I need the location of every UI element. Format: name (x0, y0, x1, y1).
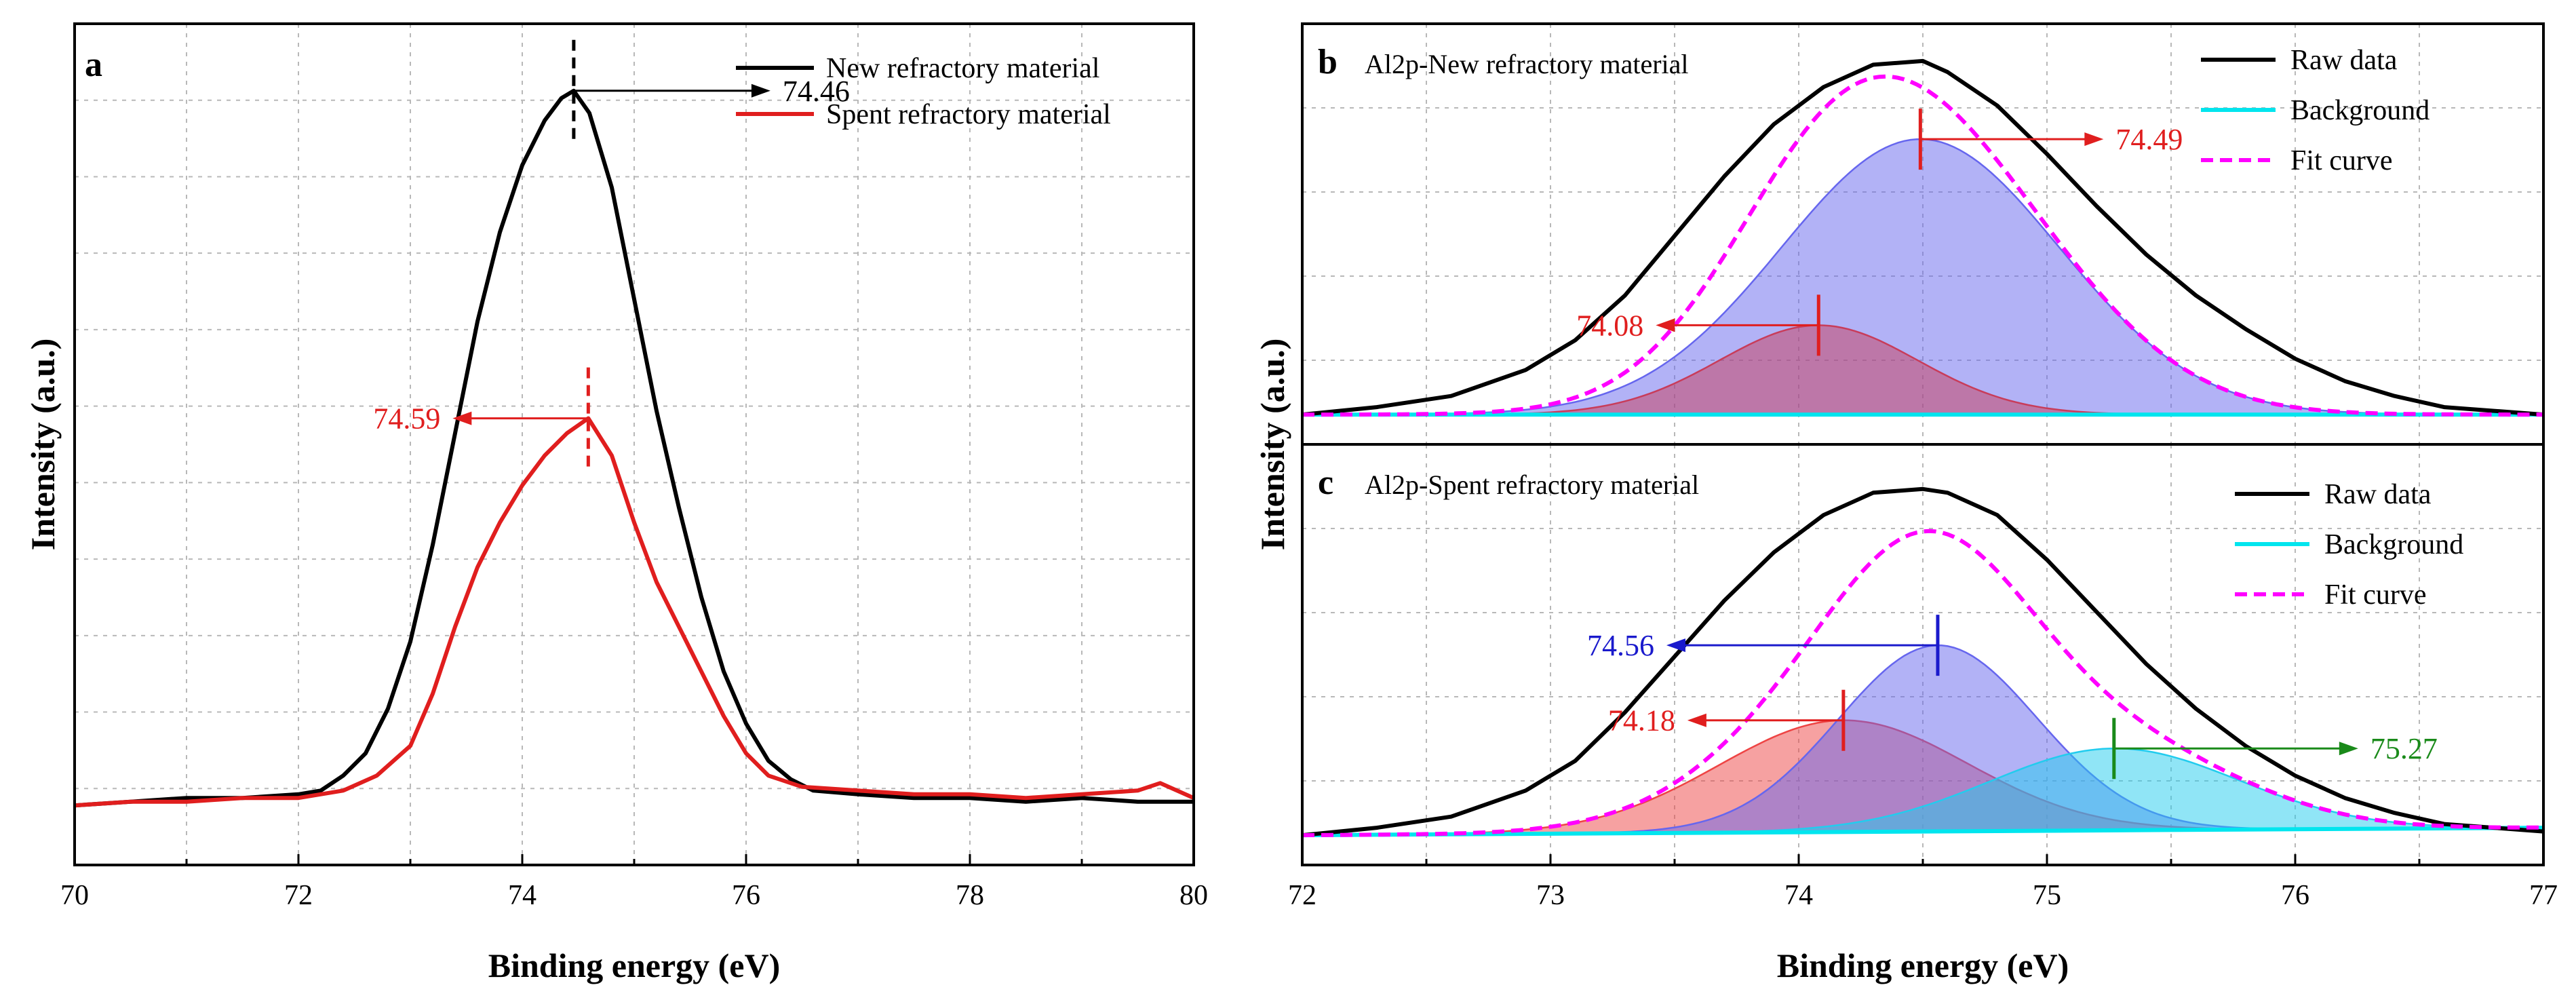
panel-c-x-ticks: 72 73 74 75 76 77 (1288, 854, 2558, 911)
x-tick-label: 77 (2529, 880, 2558, 911)
arrow-head (452, 411, 472, 425)
x-tick-label: 72 (284, 880, 313, 911)
panel-c-legend: Raw data Background Fit curve (2235, 479, 2463, 611)
legend-label: Background (2290, 95, 2429, 126)
x-tick-label: 76 (2281, 880, 2309, 911)
arrow-head (1666, 638, 1685, 653)
arrow-head (2084, 132, 2104, 147)
panel-b-annotations: 74.49 74.08 (1576, 109, 2183, 356)
panel-a-y-axis-title: Intensity (a.u.) (24, 339, 62, 551)
raw-data-line (1302, 58, 2544, 417)
x-tick-label: 80 (1179, 880, 1208, 911)
legend-label: Fit curve (2290, 145, 2392, 176)
legend-label: Fit curve (2324, 579, 2426, 611)
peak-annotation-label: 75.27 (2370, 732, 2438, 765)
series-line (74, 88, 1194, 808)
peak-annotation-label: 74.18 (1608, 704, 1675, 737)
panel-a-letter: a (85, 45, 102, 84)
arrow-head (751, 83, 770, 98)
panel-b-letter: b (1318, 43, 1338, 81)
fit-curve-line (1302, 74, 2543, 417)
x-tick-label: 76 (732, 880, 760, 911)
panel-b-legend: Raw data Background Fit curve (2201, 45, 2429, 176)
panel-b-series (1302, 58, 2544, 417)
peak-annotation-label: 74.08 (1576, 309, 1643, 342)
peak-annotation-label: 74.56 (1587, 629, 1654, 662)
panel-a-annotations: 74.46 74.59 (373, 39, 850, 469)
arrow-head (1656, 318, 1675, 332)
panel-b: 74.49 74.08 b Al2p-New refractory materia… (1301, 22, 2545, 446)
peak-annotation-label: 74.49 (2115, 123, 2183, 156)
legend-label: Raw data (2290, 45, 2398, 76)
x-tick-label: 74 (1784, 880, 1813, 911)
x-tick-label: 75 (2033, 880, 2061, 911)
panel-c: 74.56 74.18 75.27 72 73 74 75 76 77 c Al2p-Spen… (1288, 443, 2558, 984)
x-tick-label: 78 (956, 880, 984, 911)
panel-a-x-axis-title: Binding energy (eV) (488, 946, 781, 984)
series-line (74, 416, 1195, 808)
x-tick-label: 72 (1288, 880, 1316, 911)
panel-c-title: Al2p-Spent refractory material (1365, 469, 1699, 500)
panel-c-annotations: 74.56 74.18 75.27 (1587, 615, 2438, 780)
arrow-head (1687, 713, 1706, 727)
legend-label: Background (2324, 529, 2463, 560)
legend-label: Spent refractory material (826, 99, 1111, 130)
panel-a: 74.46 74.59 70 72 74 76 78 80 a New refractory… (60, 22, 1208, 984)
peak-annotation-label: 74.59 (373, 402, 440, 436)
panel-a-series (74, 88, 1195, 808)
panel-bc-y-axis-title: Intensity (a.u.) (1253, 339, 1291, 551)
legend-label: Raw data (2324, 479, 2432, 510)
x-tick-label: 74 (508, 880, 536, 911)
panel-a-legend: New refractory material Spent refractory … (736, 53, 1111, 130)
arrow-head (2339, 742, 2358, 756)
raw-data-line (1302, 486, 2544, 838)
background-line (1302, 826, 2544, 838)
x-tick-label: 70 (60, 880, 89, 911)
peak-annotation-label: 74.46 (783, 75, 850, 108)
panel-c-x-axis-title: Binding energy (eV) (1777, 946, 2069, 984)
x-tick-label: 73 (1536, 880, 1565, 911)
panel-a-grid (75, 24, 1194, 865)
legend-label: New refractory material (826, 53, 1099, 84)
panel-c-letter: c (1318, 463, 1333, 502)
panel-a-x-ticks: 70 72 74 76 78 80 (60, 854, 1208, 911)
panel-b-title: Al2p-New refractory material (1365, 49, 1689, 79)
